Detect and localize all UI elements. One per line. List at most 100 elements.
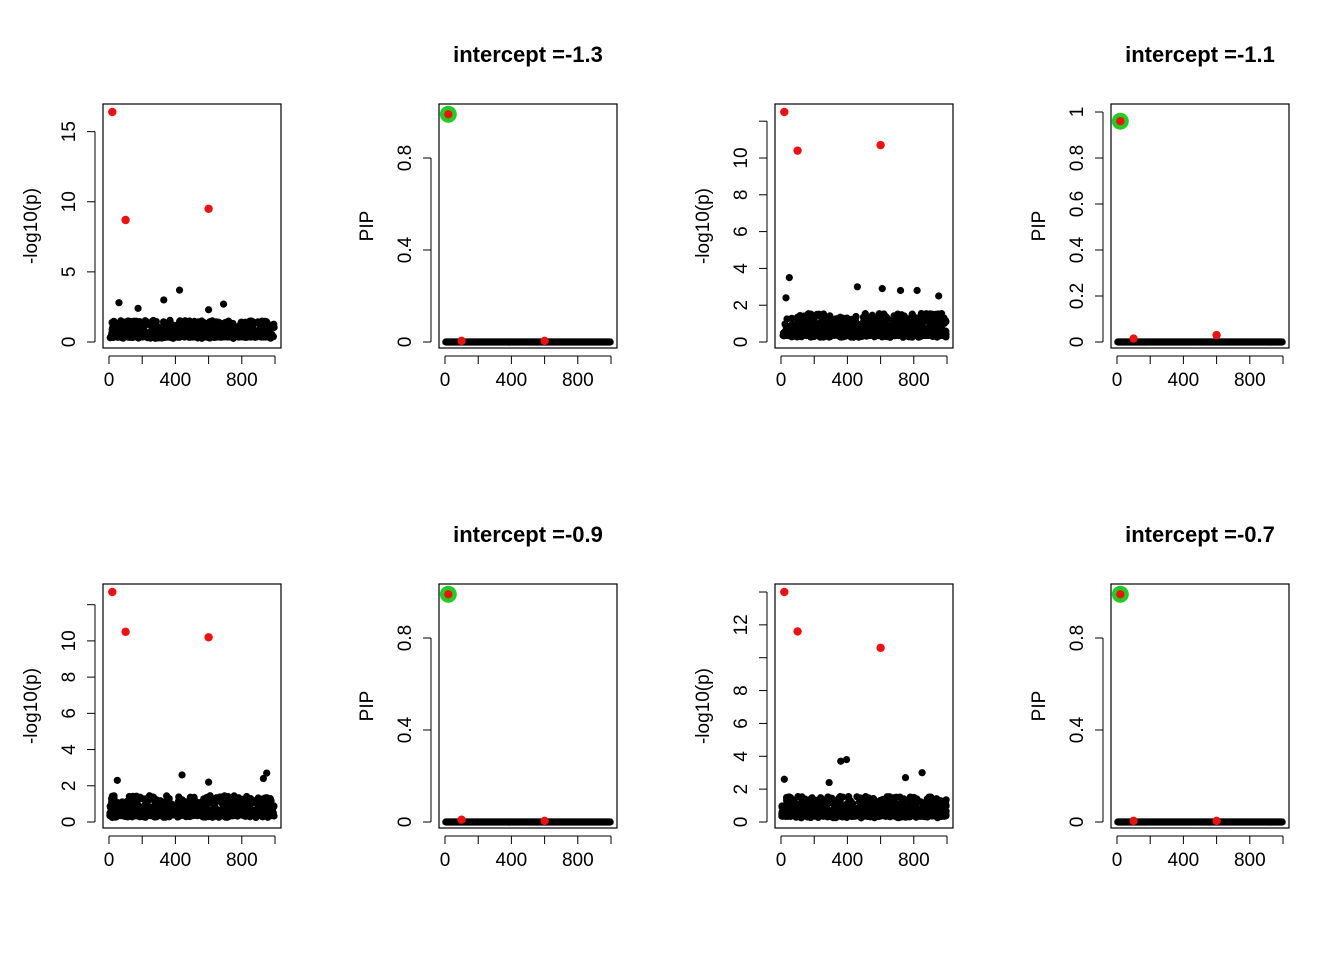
data-point xyxy=(848,326,856,335)
data-point xyxy=(242,318,250,326)
y-tick-label: 6 xyxy=(731,718,752,729)
data-point xyxy=(263,769,271,777)
data-point xyxy=(124,317,132,325)
plot-frame xyxy=(438,583,618,829)
data-point xyxy=(782,294,790,302)
data-point xyxy=(113,776,121,784)
data-point xyxy=(837,757,845,765)
data-point xyxy=(817,801,825,809)
data-point xyxy=(918,769,926,777)
data-point xyxy=(156,801,164,809)
data-point xyxy=(807,813,815,822)
data-point xyxy=(857,797,865,805)
x-tick-label: 800 xyxy=(1234,370,1266,391)
data-point xyxy=(877,808,885,816)
x-tick-label: 400 xyxy=(160,850,192,871)
data-point xyxy=(863,807,871,815)
highlighted-data-point xyxy=(1129,334,1138,343)
highlighted-data-point xyxy=(108,107,117,117)
y-axis-label: PIP xyxy=(357,691,378,722)
plot-frame xyxy=(774,103,954,349)
x-tick-label: 400 xyxy=(160,370,192,391)
highlighted-data-point xyxy=(108,587,117,597)
y-tick-label: 0.8 xyxy=(395,145,416,171)
data-point xyxy=(202,320,210,328)
x-tick-label: 0 xyxy=(1112,850,1123,871)
data-point xyxy=(193,319,202,327)
data-point xyxy=(175,799,183,807)
data-point xyxy=(266,795,274,803)
data-point xyxy=(244,809,252,817)
data-point xyxy=(883,313,891,321)
y-tick-label: 0.8 xyxy=(1067,625,1088,651)
y-axis-label: PIP xyxy=(1029,691,1050,722)
data-point xyxy=(214,806,222,814)
highlighted-data-point xyxy=(1116,590,1125,599)
data-point xyxy=(259,774,267,783)
data-point xyxy=(216,793,224,801)
y-tick-label: 4 xyxy=(59,744,80,755)
data-point xyxy=(218,800,227,808)
x-tick-label: 800 xyxy=(562,850,594,871)
data-point xyxy=(185,317,194,325)
highlighted-data-point xyxy=(1212,816,1221,826)
highlighted-data-point xyxy=(1116,117,1125,126)
data-point xyxy=(235,794,243,802)
y-tick-label: 6 xyxy=(731,226,752,237)
data-point xyxy=(842,755,851,764)
highlighted-data-point xyxy=(540,816,549,826)
data-point xyxy=(794,793,802,801)
y-tick-label: 15 xyxy=(59,121,80,142)
data-point xyxy=(151,813,159,821)
plot-frame xyxy=(438,103,618,349)
data-point xyxy=(783,315,791,323)
data-point xyxy=(149,316,157,325)
panel-title: intercept =-0.9 xyxy=(453,522,603,547)
panel-title: intercept =-0.7 xyxy=(1125,522,1275,547)
data-point xyxy=(886,333,894,341)
data-point xyxy=(780,775,788,783)
x-tick-label: 0 xyxy=(104,370,115,391)
y-tick-label: 0.8 xyxy=(395,625,416,651)
data-point xyxy=(912,807,921,815)
data-point xyxy=(913,286,921,295)
y-tick-label: 0.4 xyxy=(395,236,416,263)
y-tick-label: 0 xyxy=(59,817,80,828)
highlighted-data-point xyxy=(457,336,466,346)
highlighted-data-point xyxy=(457,815,466,824)
data-point xyxy=(917,798,925,806)
highlighted-data-point xyxy=(540,336,549,346)
x-tick-label: 800 xyxy=(898,850,930,871)
data-point xyxy=(933,808,942,816)
data-point xyxy=(823,332,831,340)
data-point xyxy=(937,330,945,339)
data-point xyxy=(842,330,850,339)
data-point xyxy=(942,796,950,804)
data-point xyxy=(878,333,886,341)
data-point xyxy=(141,320,149,329)
y-tick-label: 10 xyxy=(59,630,80,651)
data-point xyxy=(211,318,219,327)
highlighted-data-point xyxy=(876,140,885,150)
data-point xyxy=(206,792,214,800)
data-point xyxy=(857,814,865,822)
data-point xyxy=(904,321,912,329)
data-point xyxy=(141,810,149,818)
x-tick-label: 400 xyxy=(832,850,864,871)
data-point xyxy=(120,332,128,340)
data-point xyxy=(243,794,252,802)
data-point xyxy=(117,319,125,327)
data-point xyxy=(261,333,269,341)
x-tick-label: 0 xyxy=(776,850,787,871)
data-point xyxy=(253,331,261,339)
highlighted-data-point xyxy=(793,146,802,155)
x-tick-label: 0 xyxy=(1112,370,1123,391)
y-tick-label: 0.8 xyxy=(1067,145,1088,171)
highlighted-data-point xyxy=(204,204,213,213)
data-point xyxy=(223,331,231,339)
data-point xyxy=(268,332,276,340)
y-axis-label: PIP xyxy=(357,211,378,242)
y-tick-label: 0 xyxy=(731,817,752,828)
